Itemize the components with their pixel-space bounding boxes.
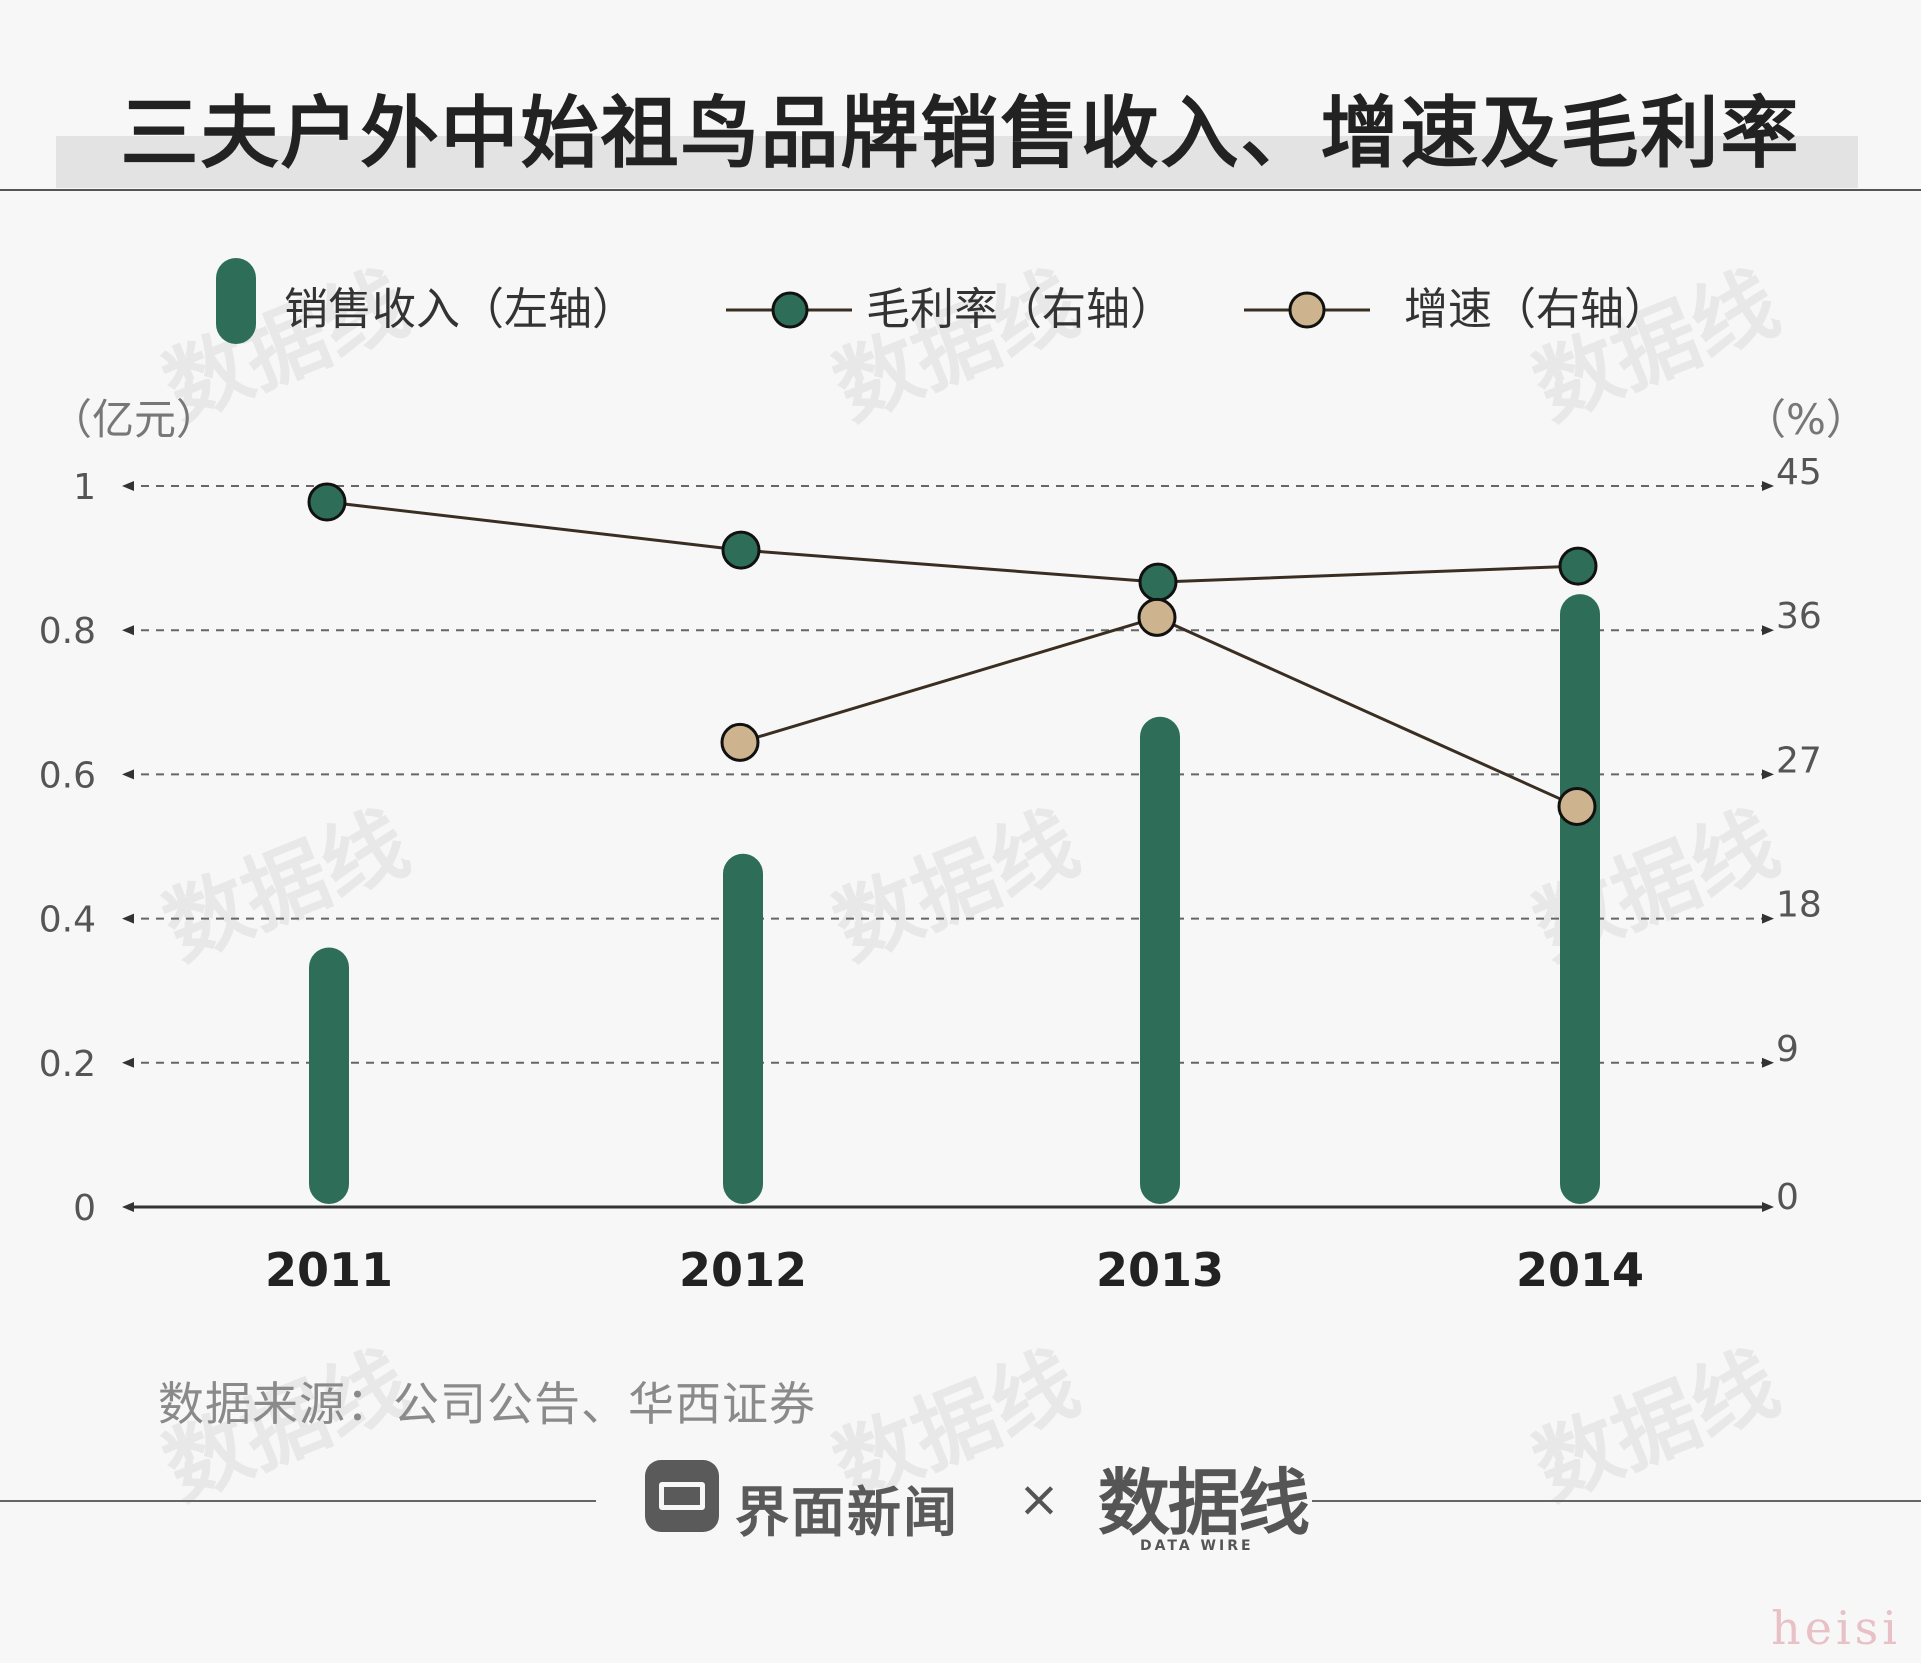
category-label: 2013 (1096, 1243, 1224, 1297)
legend: 销售收入（左轴） 毛利率（右轴） 增速（右轴） (216, 258, 1668, 344)
grid-arrow-left (122, 481, 134, 491)
grid-arrow-right (1762, 625, 1774, 636)
left-tick-label: 0.8 (39, 611, 96, 652)
category-label: 2014 (1516, 1243, 1644, 1297)
growth-point (720, 722, 760, 762)
grid-arrow-left (122, 769, 134, 780)
grid-arrow-right (1762, 1057, 1774, 1068)
right-tick-label: 18 (1776, 885, 1822, 926)
right-tick-label: 9 (1776, 1029, 1799, 1070)
category-label: 2011 (265, 1243, 393, 1297)
margin-point (307, 482, 347, 522)
legend-growth-marker (1288, 291, 1326, 329)
legend-revenue-swatch (216, 258, 256, 344)
left-tick-label: 0.2 (39, 1044, 96, 1085)
legend-margin-marker (771, 291, 809, 329)
footer-rule-right (1312, 1500, 1921, 1502)
title-band (56, 136, 1858, 188)
grid-arrow-left (122, 1057, 134, 1068)
margin-point (1558, 546, 1598, 586)
revenue-bar (1560, 594, 1600, 1204)
right-tick-label: 27 (1776, 740, 1822, 781)
data-source: 数据来源：公司公告、华西证券 (158, 1377, 816, 1431)
category-label: 2012 (679, 1243, 807, 1297)
margin-line (326, 500, 1579, 584)
left-tick-label: 0.6 (39, 755, 96, 796)
corner-watermark: heisi (1771, 1601, 1901, 1655)
revenue-bar (309, 947, 349, 1204)
grid (122, 481, 1774, 1212)
growth-point (1137, 597, 1177, 637)
right-tick-label: 36 (1776, 596, 1822, 637)
watermark-text: 数据线 (1521, 1333, 1791, 1518)
lines (307, 482, 1598, 826)
legend-revenue-label: 销售收入（左轴） (284, 284, 636, 335)
growth-point (1557, 786, 1597, 826)
grid-arrow-left (122, 913, 134, 924)
grid-arrow-right (1762, 769, 1774, 780)
grid-arrow-right (1762, 1202, 1774, 1212)
title-rule (0, 189, 1921, 191)
times-sign: × (1018, 1470, 1060, 1528)
partner-logo: 数据线 (1098, 1461, 1310, 1545)
grid-arrow-left (122, 625, 134, 636)
revenue-bar (723, 853, 763, 1204)
margin-point (721, 530, 761, 570)
partner-sub: DATA WIRE (1140, 1538, 1254, 1554)
grid-arrow-left (122, 1202, 134, 1212)
left-axis-unit: （亿元） (50, 395, 218, 444)
watermark-text: 数据线 (151, 793, 421, 978)
brand-name: 界面新闻 (735, 1481, 959, 1544)
footer-rule-left (0, 1500, 596, 1502)
right-tick-label: 0 (1776, 1177, 1799, 1218)
watermark-text: 数据线 (821, 253, 1091, 438)
brand-logo-icon (645, 1460, 719, 1532)
left-tick-label: 1 (73, 467, 96, 508)
margin-point (1138, 562, 1178, 602)
left-tick-label: 0 (73, 1188, 96, 1229)
chart-title: 三夫户外中始祖鸟品牌销售收入、增速及毛利率 (120, 89, 1801, 179)
left-tick-label: 0.4 (39, 900, 96, 941)
revenue-bar (1140, 716, 1180, 1204)
legend-margin-label: 毛利率（右轴） (866, 284, 1174, 335)
legend-growth-label: 增速（右轴） (1404, 284, 1668, 335)
revenue-bars (309, 594, 1600, 1204)
right-axis-unit: （%） (1744, 395, 1868, 444)
right-tick-label: 45 (1776, 452, 1822, 493)
grid-arrow-right (1762, 481, 1774, 491)
grid-arrow-right (1762, 913, 1774, 924)
ticks: 0 0 0.2 9 0.4 18 0.6 27 0.8 36 1 45 2011 2012 2013 2014 (39, 452, 1822, 1297)
watermark-text: 数据线 (821, 793, 1091, 978)
